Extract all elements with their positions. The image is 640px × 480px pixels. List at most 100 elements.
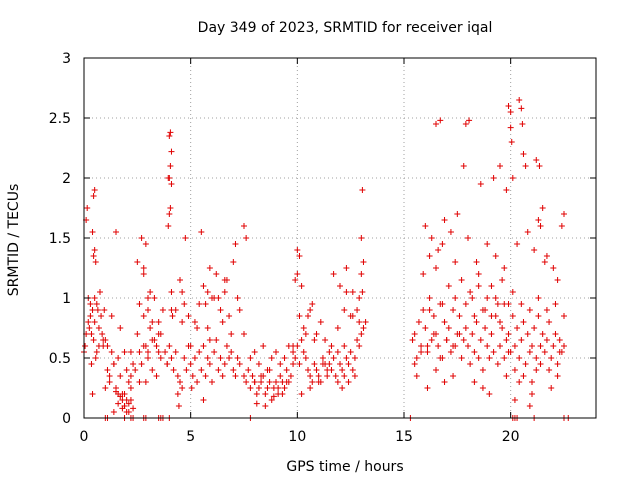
data-point — [191, 319, 198, 325]
data-point — [479, 307, 486, 313]
data-point — [204, 289, 211, 295]
data-point — [87, 301, 94, 307]
data-point — [520, 151, 527, 157]
data-point — [142, 379, 149, 385]
data-point — [533, 355, 540, 361]
data-point — [149, 367, 156, 373]
data-point — [328, 343, 335, 349]
data-point — [535, 217, 542, 223]
data-point — [247, 355, 254, 361]
data-point — [488, 313, 495, 319]
data-point — [458, 355, 465, 361]
data-point — [275, 385, 282, 391]
data-point — [319, 361, 326, 367]
data-point — [279, 391, 286, 397]
data-point — [511, 343, 518, 349]
data-point — [97, 289, 103, 295]
data-point — [223, 343, 230, 349]
data-point — [475, 271, 482, 277]
data-point — [115, 400, 122, 407]
data-point — [305, 367, 311, 373]
data-point — [558, 223, 565, 229]
data-point — [503, 187, 510, 193]
data-point — [531, 325, 538, 331]
data-point — [454, 211, 461, 217]
x-tick-label: 20 — [502, 429, 520, 445]
data-point — [166, 343, 173, 349]
data-point — [326, 349, 333, 355]
data-point — [260, 343, 267, 349]
data-point — [477, 337, 484, 343]
data-point — [450, 343, 457, 349]
y-tick-label: 1 — [62, 291, 71, 307]
data-point — [127, 385, 134, 391]
data-point — [358, 271, 365, 277]
data-point — [290, 361, 297, 367]
data-point — [217, 307, 224, 313]
data-point — [167, 129, 174, 136]
data-point — [140, 343, 147, 349]
data-point — [351, 373, 358, 379]
data-point — [337, 283, 343, 289]
data-point — [185, 313, 192, 319]
data-point — [411, 331, 418, 337]
data-point — [87, 313, 94, 319]
data-point — [561, 211, 567, 217]
data-point — [230, 367, 237, 373]
data-point — [234, 355, 241, 361]
data-point — [526, 307, 533, 313]
data-point — [236, 361, 243, 367]
data-point — [554, 361, 561, 367]
data-point — [130, 361, 137, 367]
data-point — [90, 253, 97, 259]
data-point — [349, 367, 356, 373]
data-point — [167, 163, 174, 169]
data-point — [283, 367, 290, 373]
data-point — [168, 289, 175, 295]
data-point — [165, 223, 172, 229]
data-point — [561, 343, 567, 349]
data-point — [522, 163, 529, 169]
data-point — [194, 379, 201, 385]
data-point — [188, 385, 195, 391]
data-point — [552, 301, 559, 307]
data-point — [548, 385, 555, 391]
data-point — [529, 391, 535, 397]
data-point — [147, 325, 154, 331]
data-point — [488, 331, 495, 337]
data-point — [541, 349, 548, 355]
data-point — [411, 361, 418, 367]
data-point — [110, 361, 117, 367]
data-point — [543, 337, 550, 343]
data-point — [106, 379, 113, 385]
data-point — [92, 355, 99, 361]
data-point — [330, 271, 337, 277]
data-point — [84, 205, 91, 211]
data-point — [469, 331, 476, 337]
data-point — [516, 97, 523, 103]
data-point — [529, 343, 535, 349]
data-point — [251, 379, 258, 385]
data-point — [343, 265, 350, 271]
data-point — [462, 121, 469, 127]
data-point — [102, 337, 109, 343]
data-point — [102, 385, 109, 391]
data-point — [89, 229, 96, 235]
data-point — [360, 325, 367, 331]
data-point — [413, 373, 420, 379]
data-point — [341, 307, 348, 313]
data-point — [315, 373, 322, 379]
data-point — [168, 355, 175, 361]
data-point — [127, 349, 134, 355]
data-point — [445, 283, 452, 289]
data-point — [200, 397, 207, 403]
data-point — [543, 253, 550, 259]
data-point — [138, 235, 145, 241]
data-point — [497, 319, 503, 325]
data-point — [166, 211, 173, 217]
data-point — [460, 337, 467, 343]
data-point — [541, 259, 548, 265]
data-point — [232, 241, 239, 247]
y-tick-label: 1.5 — [49, 231, 71, 247]
data-point — [90, 193, 97, 199]
